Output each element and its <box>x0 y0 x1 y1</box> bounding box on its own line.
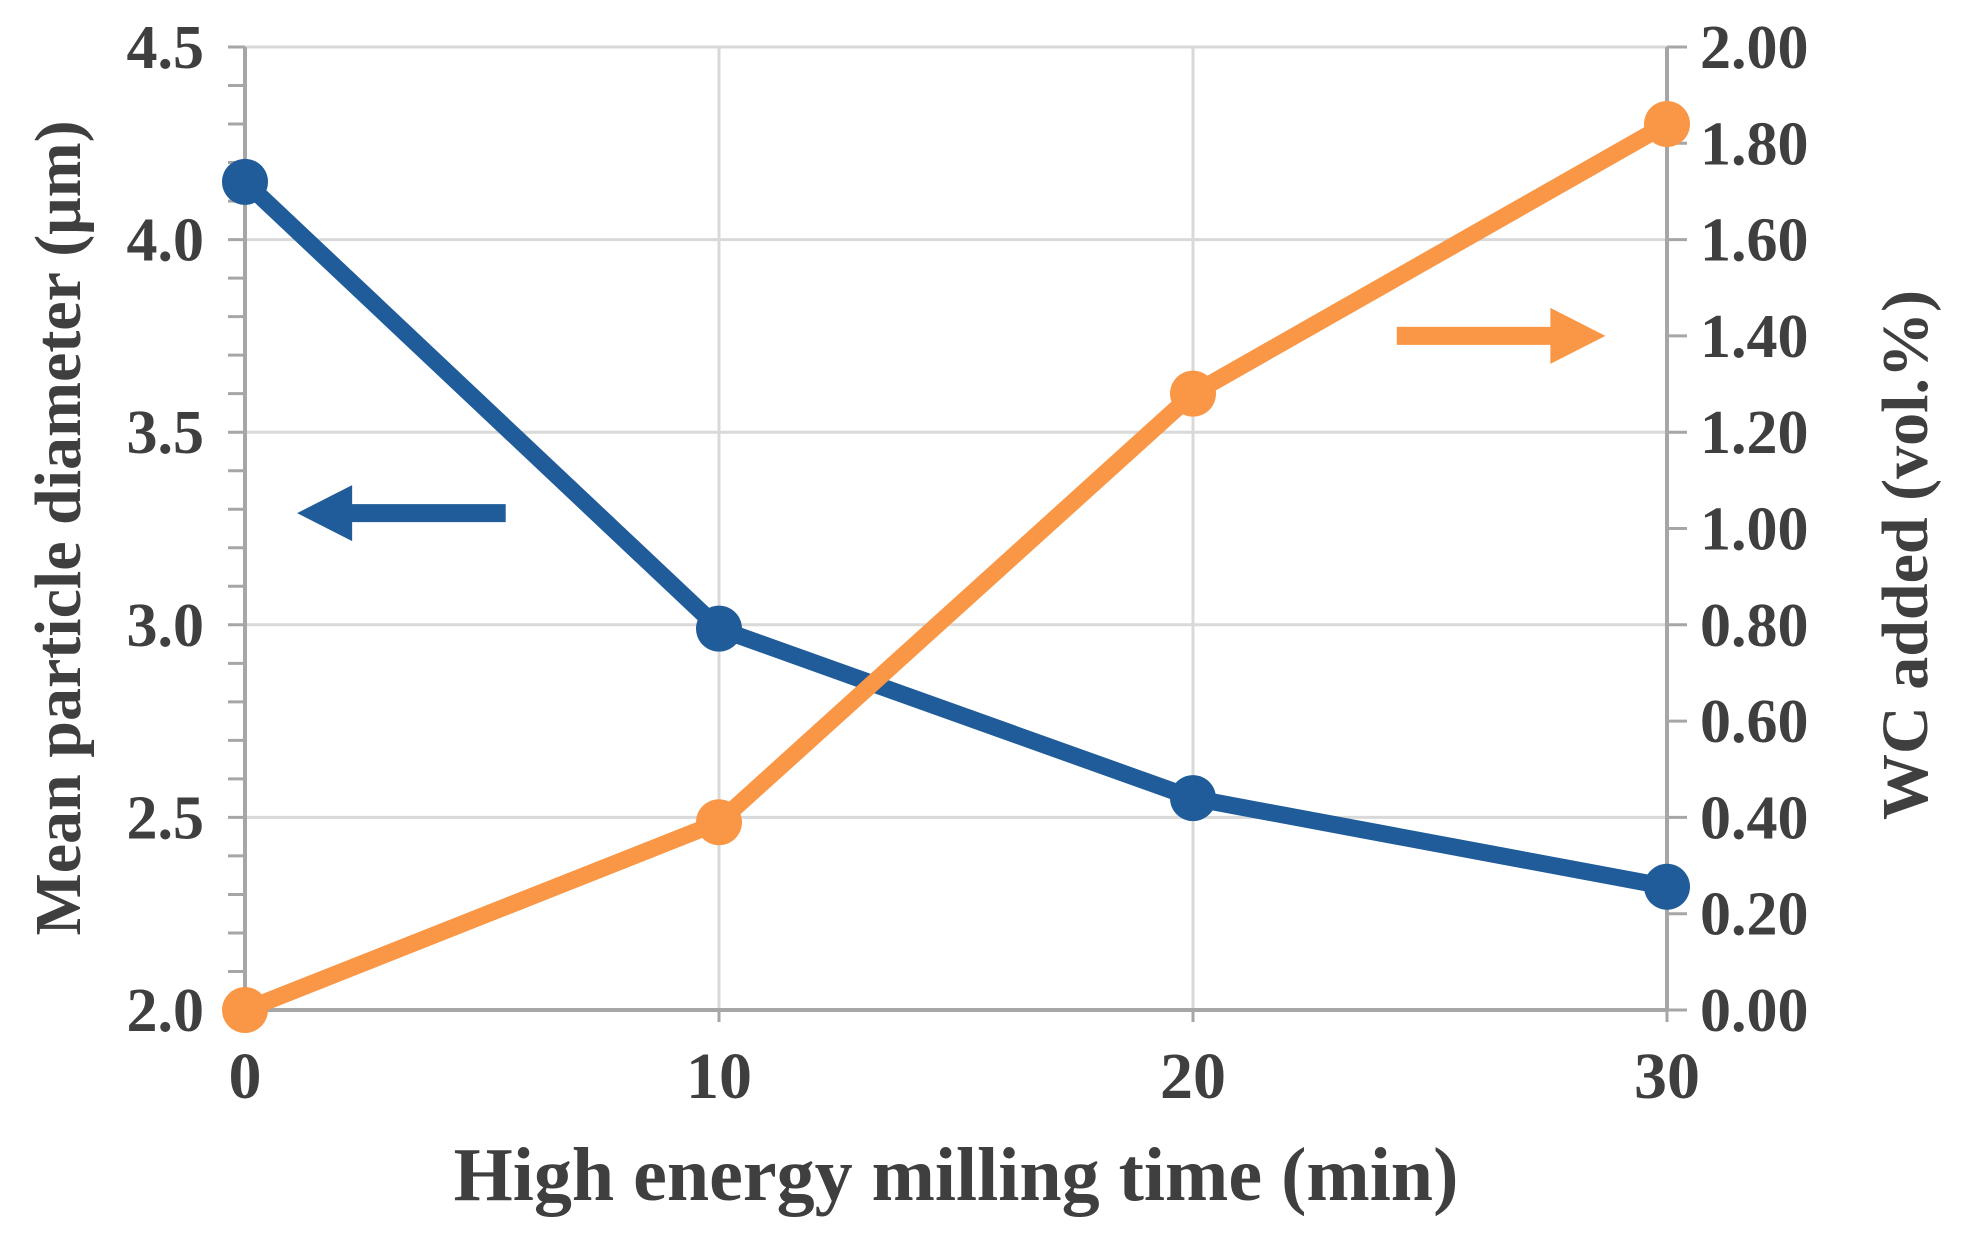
right-tick-label: 0.20 <box>1700 881 1809 949</box>
x-tick-label: 20 <box>1160 1040 1226 1113</box>
axis-indicator-arrows-layer <box>297 307 1606 542</box>
data-point-marker-wc-added <box>222 987 268 1033</box>
right-tick-label: 1.40 <box>1700 303 1809 371</box>
x-tick-label: 10 <box>686 1040 752 1113</box>
tick-labels-layer: 2.0 2.5 3.0 3.5 4.0 4.5 0.00 0.20 0.40 0.60 0.80 1.… <box>127 14 1809 1113</box>
x-axis-title: High energy milling time (min) <box>454 1133 1459 1217</box>
right-tick-label: 1.80 <box>1700 110 1809 178</box>
left-tick-label: 3.5 <box>127 399 205 467</box>
ticks-layer <box>228 45 1687 1022</box>
right-tick-label: 0.00 <box>1700 977 1809 1045</box>
right-tick-label: 0.80 <box>1700 592 1809 660</box>
left-tick-label: 2.0 <box>127 977 205 1045</box>
left-tick-label: 4.5 <box>127 14 205 82</box>
data-point-marker-mean-particle-diameter <box>1644 863 1690 910</box>
series-line-wc-added <box>236 115 1676 1019</box>
left-axis-title: Mean particle diameter (μm) <box>22 120 95 935</box>
series-line-mean-particle-diameter <box>236 173 1676 896</box>
right-tick-label: 2.00 <box>1700 14 1809 82</box>
data-point-marker-wc-added <box>1170 370 1216 417</box>
right-tick-label: 1.20 <box>1700 399 1809 467</box>
right-tick-label: 1.00 <box>1700 496 1809 564</box>
right-tick-label: 0.60 <box>1700 688 1809 756</box>
data-point-marker-mean-particle-diameter <box>696 605 742 652</box>
x-tick-label: 0 <box>229 1040 262 1113</box>
right-arrow-annotation <box>1396 307 1606 364</box>
right-axis-title: WC added (vol.%) <box>1869 290 1942 820</box>
data-point-marker-mean-particle-diameter <box>1170 775 1216 822</box>
gridlines-layer <box>245 45 1667 1010</box>
right-tick-label: 0.40 <box>1700 784 1809 852</box>
series-layer <box>222 101 1690 1033</box>
left-arrow-annotation <box>297 485 506 542</box>
left-tick-label: 3.0 <box>127 592 205 660</box>
data-point-marker-wc-added <box>696 799 742 846</box>
axes-layer <box>243 47 1669 1012</box>
left-tick-label: 4.0 <box>127 207 205 275</box>
right-tick-label: 1.60 <box>1700 207 1809 275</box>
data-point-marker-mean-particle-diameter <box>222 158 268 205</box>
data-point-marker-wc-added <box>1644 101 1690 148</box>
x-tick-label: 30 <box>1634 1040 1700 1113</box>
left-tick-label: 2.5 <box>127 784 205 852</box>
